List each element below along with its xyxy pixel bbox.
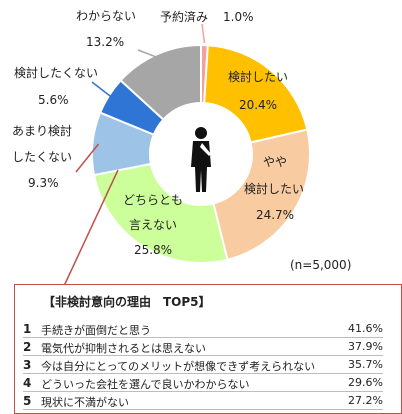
- leader-line-no: [91, 81, 113, 99]
- rank-number: 2: [23, 340, 32, 354]
- label-consider-name: 検討したい: [228, 70, 289, 84]
- person-icon: [191, 127, 211, 192]
- label-neutral-line2: 言えない: [128, 218, 177, 232]
- label-somewhat-line1: やや: [262, 155, 287, 169]
- label-somewhat-pct: 24.7%: [255, 208, 295, 222]
- donut-slice: [212, 128, 311, 261]
- label-reserved-name: 予約済み: [160, 10, 209, 24]
- label-notmuch-line2: したくない: [12, 150, 73, 164]
- label-unknown-name: わからない: [76, 9, 137, 23]
- table-row: 3 今は自分にとってのメリットが想像できず考えられない 35.7%: [23, 357, 383, 374]
- leader-line-unknown: [137, 49, 159, 59]
- reason-text: 電気代が抑制されるとは思えない: [41, 342, 206, 355]
- reason-text: どういった会社を選んで良いかわからない: [41, 378, 250, 391]
- sample-size-note: (n=5,000): [290, 258, 352, 272]
- donut-chart: [63, 23, 311, 287]
- rank-number: 3: [23, 358, 32, 372]
- label-unknown-pct: 13.2%: [86, 35, 125, 49]
- reason-pct: 29.6%: [348, 376, 383, 389]
- table-row: 4 どういった会社を選んで良いかわからない 29.6%: [23, 375, 383, 392]
- reason-pct: 37.9%: [348, 340, 383, 353]
- donut-slice: [92, 162, 229, 264]
- rank-number: 5: [23, 394, 32, 408]
- label-notmuch-pct: 9.3%: [28, 176, 59, 190]
- leader-line-panel: [63, 169, 119, 287]
- label-neutral-pct: 25.8%: [133, 243, 173, 257]
- rank-number: 1: [23, 322, 32, 336]
- table-row: 5 現状に不満がない 27.2%: [23, 393, 383, 410]
- reasons-panel: 【非検討意向の理由 TOP5】 1 手続きが面倒だと思う 41.6% 2 電気代…: [14, 284, 402, 414]
- leader-line-reserved: [201, 23, 206, 44]
- label-consider-pct: 20.4%: [238, 98, 278, 112]
- reason-pct: 27.2%: [348, 394, 383, 407]
- reason-text: 手続きが面倒だと思う: [41, 324, 151, 337]
- label-reserved-pct: 1.0%: [223, 10, 254, 24]
- panel-title: 【非検討意向の理由 TOP5】: [43, 295, 211, 309]
- reason-pct: 41.6%: [348, 322, 383, 335]
- label-no-pct: 5.6%: [38, 93, 69, 107]
- reason-text: 現状に不満がない: [41, 396, 129, 409]
- table-row: 2 電気代が抑制されるとは思えない 37.9%: [23, 339, 383, 356]
- label-somewhat-line2: 検討したい: [243, 182, 304, 196]
- label-neutral-line1: どちらとも: [122, 193, 183, 207]
- label-notmuch-line1: あまり検討: [12, 124, 73, 138]
- leader-lines: [63, 23, 206, 287]
- rank-number: 4: [23, 376, 32, 390]
- reason-text: 今は自分にとってのメリットが想像できず考えられない: [41, 360, 316, 373]
- reason-pct: 35.7%: [348, 358, 383, 371]
- donut-slice: [119, 43, 202, 121]
- donut-slice: [203, 44, 309, 144]
- table-row: 1 手続きが面倒だと思う 41.6%: [23, 321, 383, 338]
- label-no-name: 検討したくない: [14, 66, 99, 80]
- leader-line-notmuch: [75, 143, 100, 173]
